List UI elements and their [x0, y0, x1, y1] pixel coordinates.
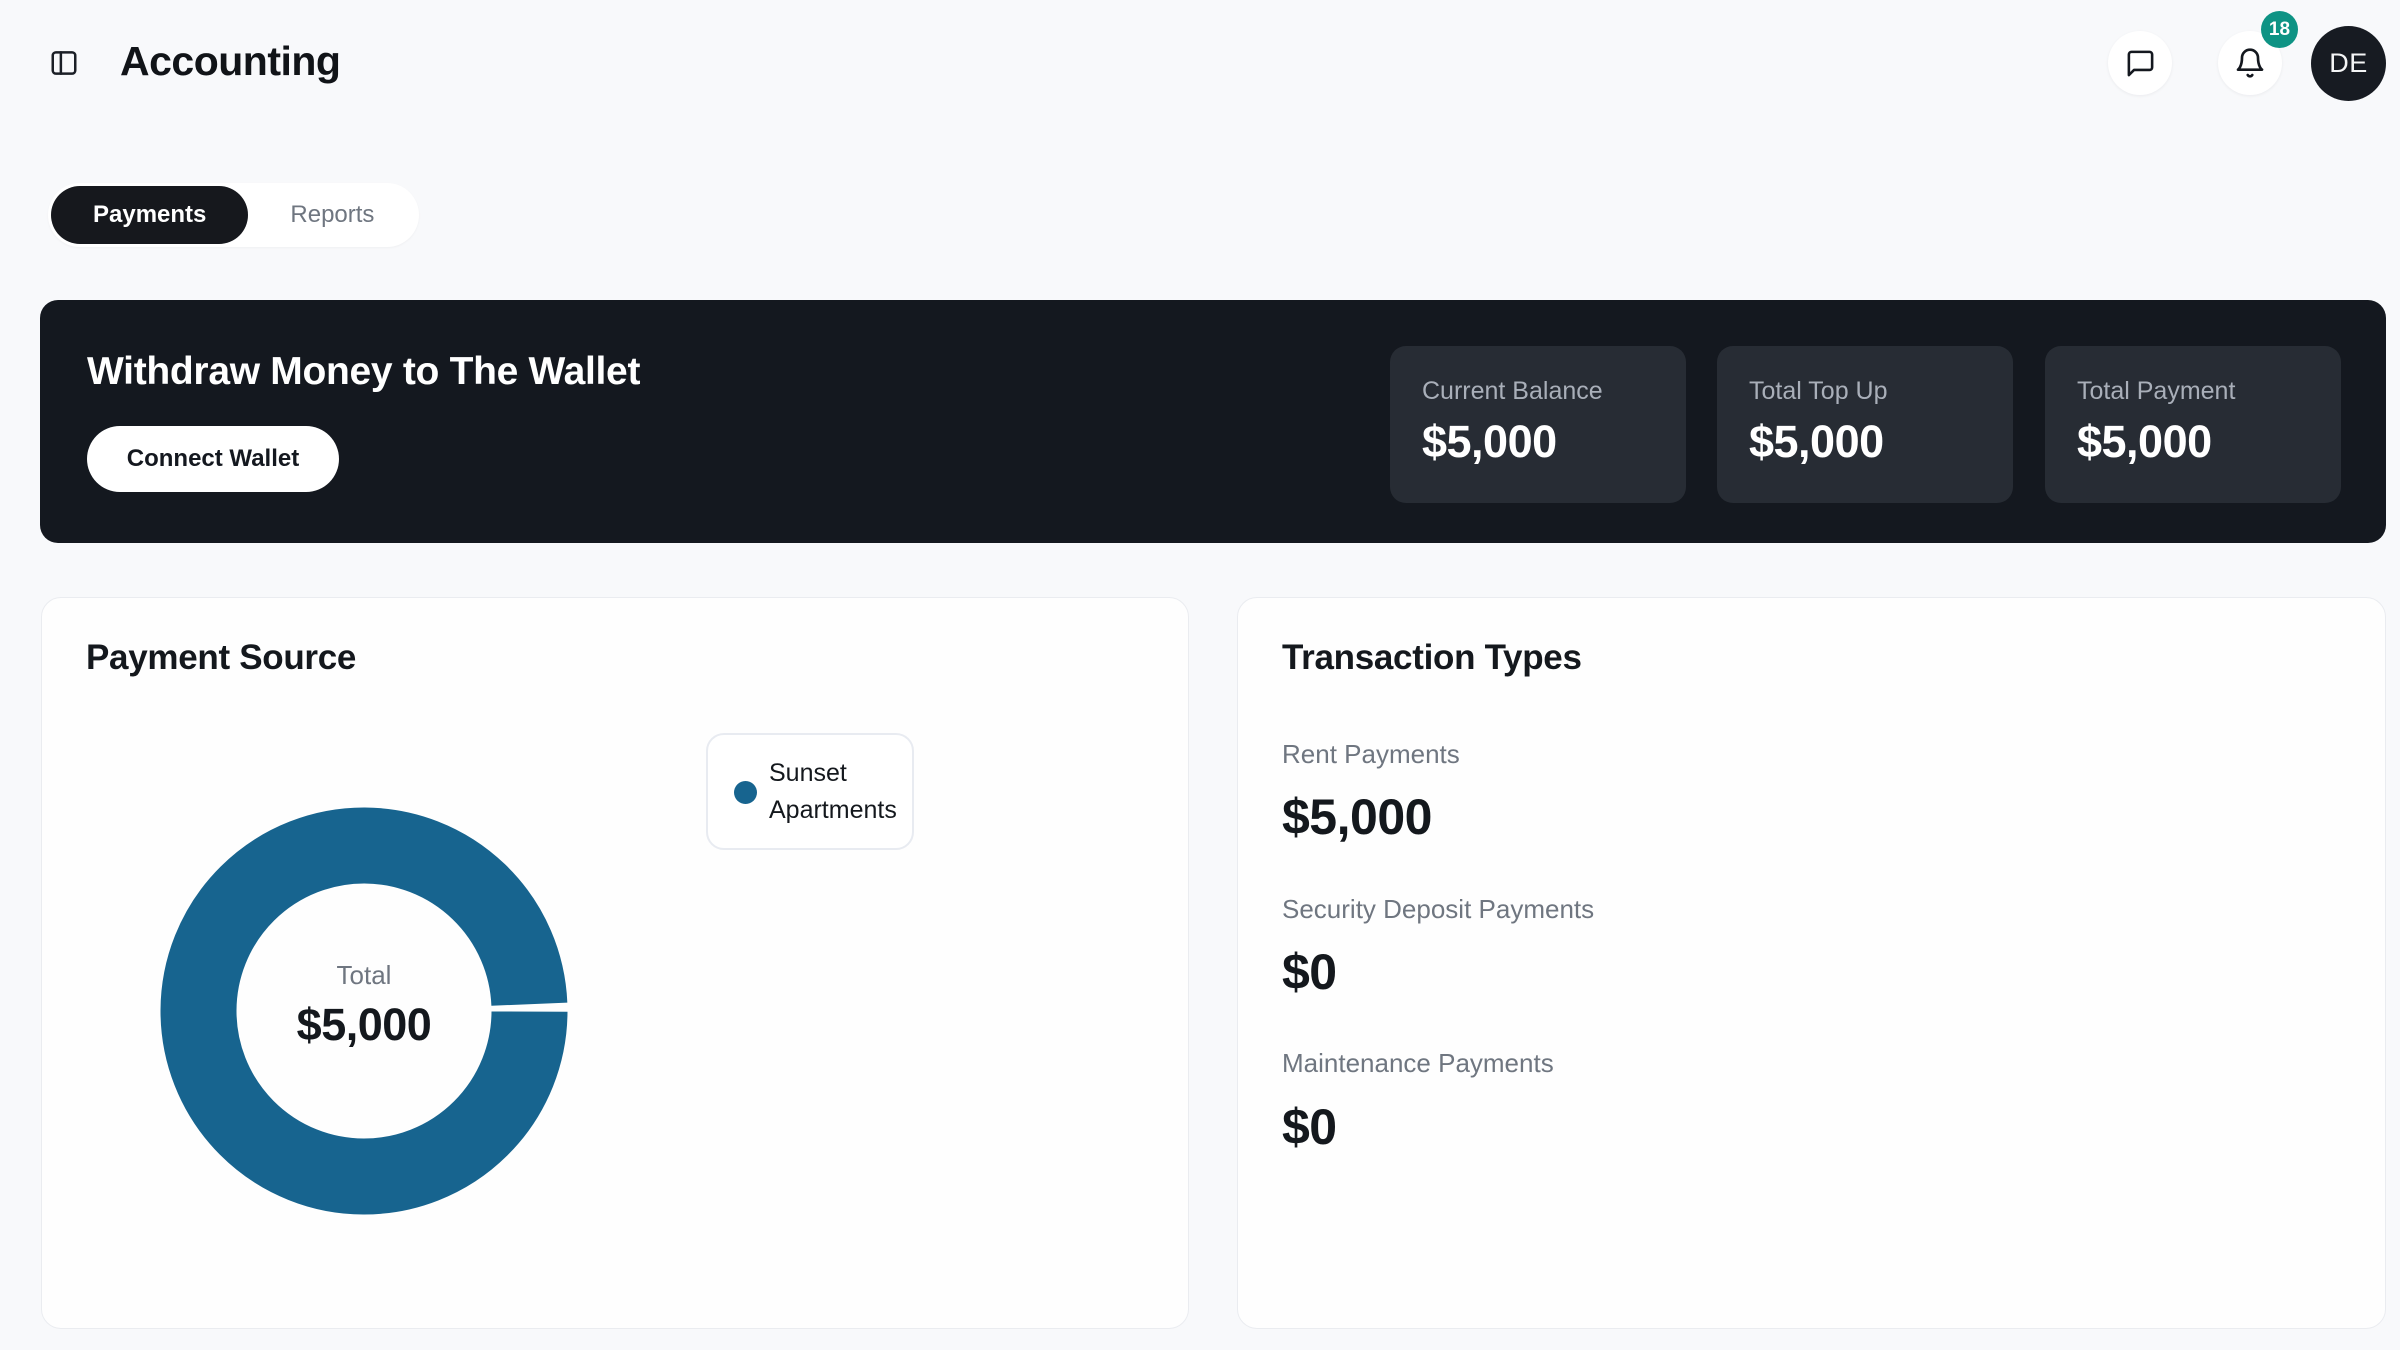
stat-value: $5,000 [2077, 416, 2212, 467]
maintenance-payments-label: Maintenance Payments [1282, 1048, 1554, 1078]
transaction-types-card: Transaction Types Rent Payments $5,000 S… [1237, 597, 2386, 1329]
bell-icon [2234, 47, 2266, 79]
security-deposit-payments-value: $0 [1282, 944, 1337, 1000]
stat-label: Total Top Up [1749, 377, 1888, 405]
payment-source-card: Payment Source Total $5,000 Sunset Apart… [41, 597, 1189, 1329]
connect-wallet-button[interactable]: Connect Wallet [87, 426, 339, 492]
stat-card-current-balance: Current Balance $5,000 [1390, 346, 1686, 503]
rent-payments-value: $5,000 [1282, 789, 1432, 845]
tab-bar: Payments Reports [48, 183, 420, 247]
stat-label: Current Balance [1422, 377, 1603, 405]
stat-label: Total Payment [2077, 377, 2236, 405]
user-avatar[interactable]: DE [2311, 26, 2386, 101]
stat-card-total-top-up: Total Top Up $5,000 [1717, 346, 2013, 503]
donut-total-value: $5,000 [296, 999, 432, 1050]
maintenance-payments-value: $0 [1282, 1099, 1337, 1155]
notification-count-badge: 18 [2261, 11, 2298, 48]
transaction-types-title: Transaction Types [1282, 638, 1582, 677]
donut-total-label: Total [336, 960, 392, 990]
panel-left-icon [49, 48, 79, 78]
tab-payments[interactable]: Payments [51, 186, 249, 244]
chart-legend: Sunset Apartments [706, 733, 914, 850]
donut-ring [160, 807, 568, 1215]
messages-button[interactable] [2108, 31, 2172, 95]
banner-title: Withdraw Money to The Wallet [87, 350, 641, 393]
legend-color-dot [734, 781, 757, 804]
legend-item-label: Sunset Apartments [769, 759, 897, 824]
page-title: Accounting [120, 38, 341, 84]
payment-source-donut-chart: Total $5,000 [149, 796, 579, 1226]
stat-value: $5,000 [1749, 416, 1884, 467]
stat-card-total-payment: Total Payment $5,000 [2045, 346, 2341, 503]
rent-payments-label: Rent Payments [1282, 739, 1460, 769]
wallet-banner: Withdraw Money to The Wallet Connect Wal… [40, 300, 2386, 543]
security-deposit-payments-label: Security Deposit Payments [1282, 894, 1595, 924]
tab-reports[interactable]: Reports [248, 186, 416, 244]
stat-value: $5,000 [1422, 416, 1557, 467]
donut-center-text: Total $5,000 [149, 959, 579, 1051]
payment-source-title: Payment Source [86, 638, 357, 677]
chat-bubble-icon [2125, 48, 2156, 79]
sidebar-toggle-button[interactable] [46, 45, 82, 81]
